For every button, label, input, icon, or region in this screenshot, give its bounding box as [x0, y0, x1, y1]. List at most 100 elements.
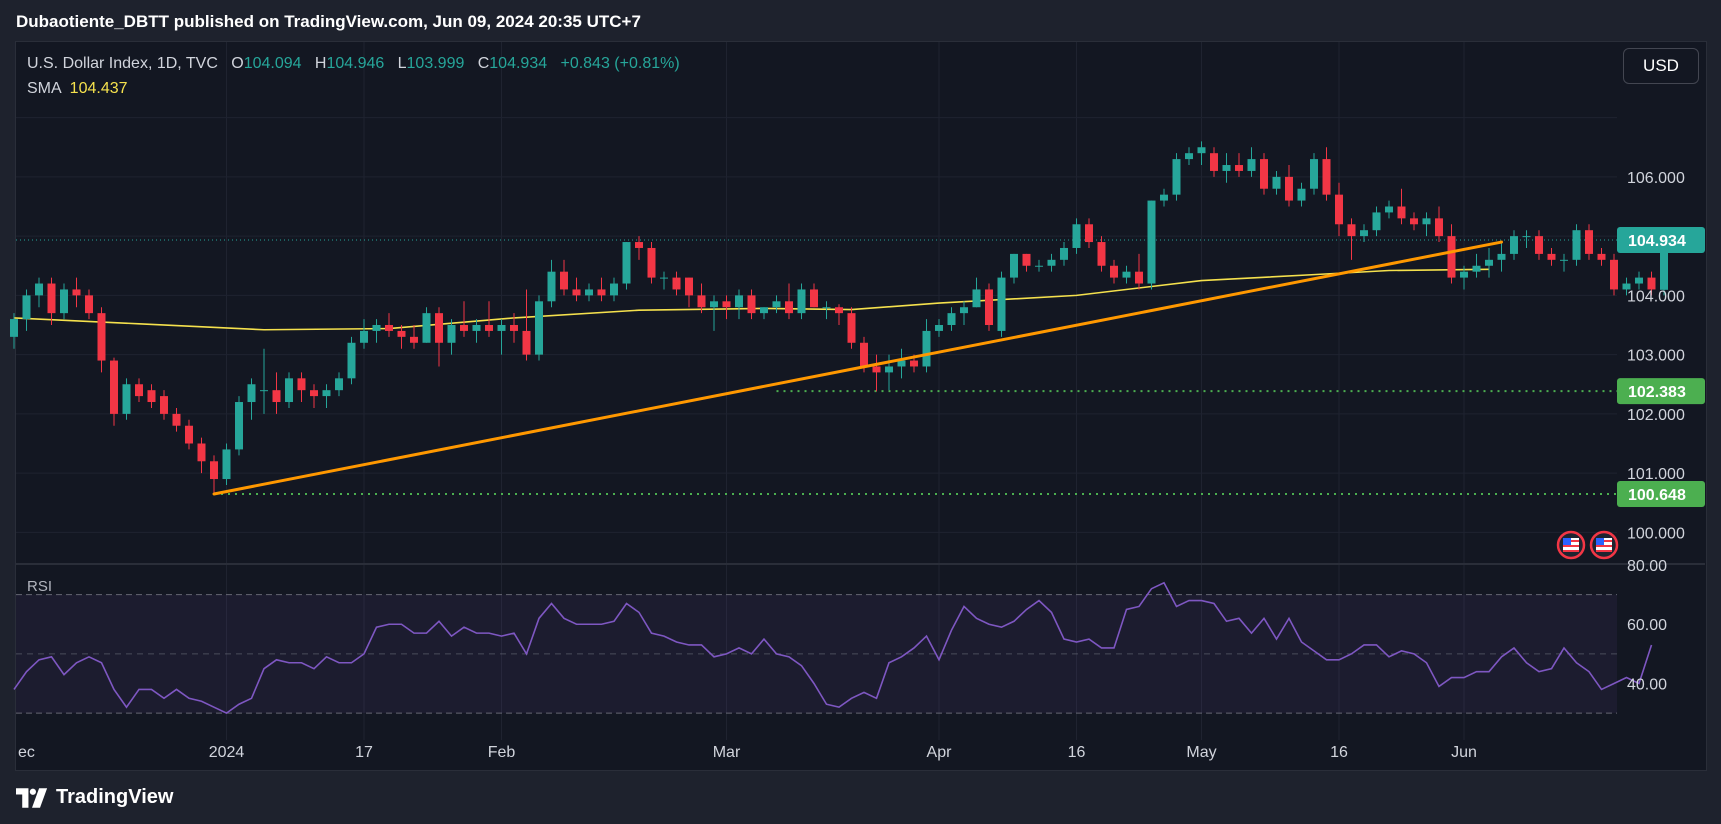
- candle-body: [1360, 230, 1368, 237]
- candle-body: [47, 283, 56, 314]
- candle-body: [1260, 159, 1268, 189]
- candle-body: [622, 242, 631, 284]
- sma-line: [13, 268, 1490, 331]
- chart-frame: [15, 41, 1707, 771]
- candle-body: [1297, 188, 1306, 201]
- brand-name: TradingView: [56, 786, 174, 808]
- candle-body: [1172, 159, 1181, 195]
- candle-body: [1160, 194, 1168, 201]
- candle-body: [1597, 253, 1606, 260]
- candle-body: [1535, 236, 1543, 254]
- candle-body: [897, 360, 906, 367]
- candle-body: [697, 295, 706, 308]
- candle-body: [847, 313, 856, 343]
- sma-label: SMA: [27, 80, 62, 97]
- candle-body: [1460, 271, 1468, 278]
- publisher-bar: Dubaotiente_DBTT published on TradingVie…: [0, 0, 1721, 42]
- candle-body: [1185, 153, 1193, 160]
- rsi-tick-label: 80.00: [1627, 558, 1667, 575]
- close-label: C: [477, 55, 490, 72]
- tradingview-logo-icon: [16, 787, 48, 808]
- candle-body: [735, 295, 743, 308]
- candle-body: [1622, 283, 1631, 290]
- candle-body: [1547, 253, 1556, 260]
- candle-body: [835, 307, 843, 314]
- x-tick-label: Jun: [1451, 744, 1477, 761]
- candle-body: [1085, 224, 1093, 243]
- candle-body: [1397, 206, 1406, 219]
- candle-body: [547, 271, 556, 302]
- candle-body: [135, 384, 143, 397]
- low-value: 103.999: [406, 55, 465, 72]
- publisher-line: Dubaotiente_DBTT published on TradingVie…: [16, 12, 641, 31]
- open-value: 104.094: [243, 55, 302, 72]
- candle-body: [422, 313, 431, 343]
- x-tick-label: ec: [18, 744, 35, 761]
- candle-body: [360, 330, 368, 343]
- currency-button[interactable]: USD: [1623, 48, 1699, 84]
- trendline: [212, 240, 1503, 496]
- sma-value: 104.437: [69, 80, 128, 97]
- price-badge-label: 100.648: [1628, 487, 1686, 504]
- candle-body: [172, 413, 181, 426]
- candle-body: [1235, 165, 1243, 171]
- candle-body: [1010, 253, 1018, 278]
- x-tick-label: Feb: [488, 744, 516, 761]
- flag-stripe: [1596, 550, 1612, 552]
- flag-stripe: [1563, 550, 1579, 552]
- candle-body: [485, 325, 493, 331]
- price-badge-label: 102.383: [1628, 384, 1686, 401]
- candle-body: [672, 277, 681, 290]
- candle-body: [635, 242, 643, 248]
- candle-body: [985, 289, 993, 325]
- candle-body: [1060, 247, 1068, 260]
- flag-canton: [1563, 538, 1571, 545]
- candle-body: [85, 295, 93, 314]
- rsi-label: RSI: [27, 578, 53, 595]
- flag-canton: [1596, 538, 1604, 545]
- low-label: L: [397, 55, 407, 72]
- high-value: 104.946: [326, 55, 385, 72]
- candle-body: [235, 402, 243, 450]
- candle-body: [1047, 259, 1056, 266]
- candle-body: [97, 313, 106, 361]
- candle-body: [785, 301, 793, 314]
- candle-body: [347, 342, 356, 379]
- candle-body: [1097, 242, 1106, 266]
- candle-body: [1572, 230, 1581, 260]
- candle-body: [910, 360, 918, 367]
- rsi-line: [13, 581, 1653, 715]
- rsi-band: [16, 594, 1617, 714]
- candle-body: [1435, 218, 1443, 237]
- support-price-badge: [1617, 480, 1705, 507]
- candle-body: [1422, 218, 1431, 225]
- candle-body: [772, 301, 781, 308]
- candle-body: [872, 366, 881, 373]
- candle-body: [35, 283, 43, 296]
- candle-body: [310, 390, 318, 397]
- candle-body: [810, 289, 818, 308]
- x-tick-label: 16: [1330, 744, 1348, 761]
- candle-body: [460, 325, 468, 331]
- candle-body: [1647, 277, 1656, 290]
- candle-body: [385, 325, 393, 331]
- candle-body: [435, 313, 443, 343]
- x-tick-label: 17: [355, 744, 373, 761]
- candle-body: [1147, 200, 1156, 284]
- candle-body: [122, 384, 131, 414]
- candle-body: [297, 378, 306, 391]
- candle-body: [522, 330, 531, 355]
- candle-body: [1022, 253, 1031, 266]
- candle-body: [1335, 194, 1343, 225]
- candle-body: [335, 378, 343, 391]
- candle-body: [1497, 253, 1506, 260]
- candle-body: [1272, 176, 1281, 189]
- close-value: 104.934: [489, 55, 548, 72]
- candle-body: [1522, 236, 1531, 238]
- candle-body: [1122, 271, 1131, 278]
- x-tick-label: Mar: [713, 744, 741, 761]
- candle-body: [1560, 259, 1568, 261]
- candle-body: [885, 366, 893, 373]
- change-value: +0.843 (+0.81%): [560, 55, 680, 72]
